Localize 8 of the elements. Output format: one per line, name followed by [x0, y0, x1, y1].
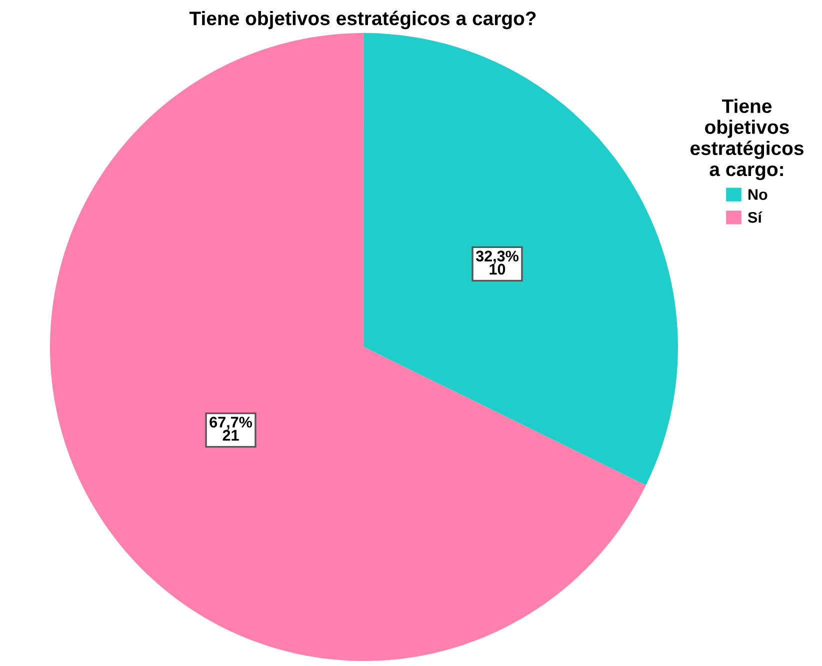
pie-slice: [364, 33, 678, 486]
legend-title: Tiene objetivos estratégicos a cargo:: [690, 98, 804, 180]
data-label: 67,7% 21: [210, 416, 252, 441]
pie-slice: [50, 33, 646, 661]
legend-label: Sí: [748, 211, 762, 223]
chart-title: Tiene objetivos estratégicos a cargo?: [189, 10, 536, 30]
legend-label: No: [748, 189, 768, 200]
data-label: 32,3% 10: [476, 250, 518, 275]
